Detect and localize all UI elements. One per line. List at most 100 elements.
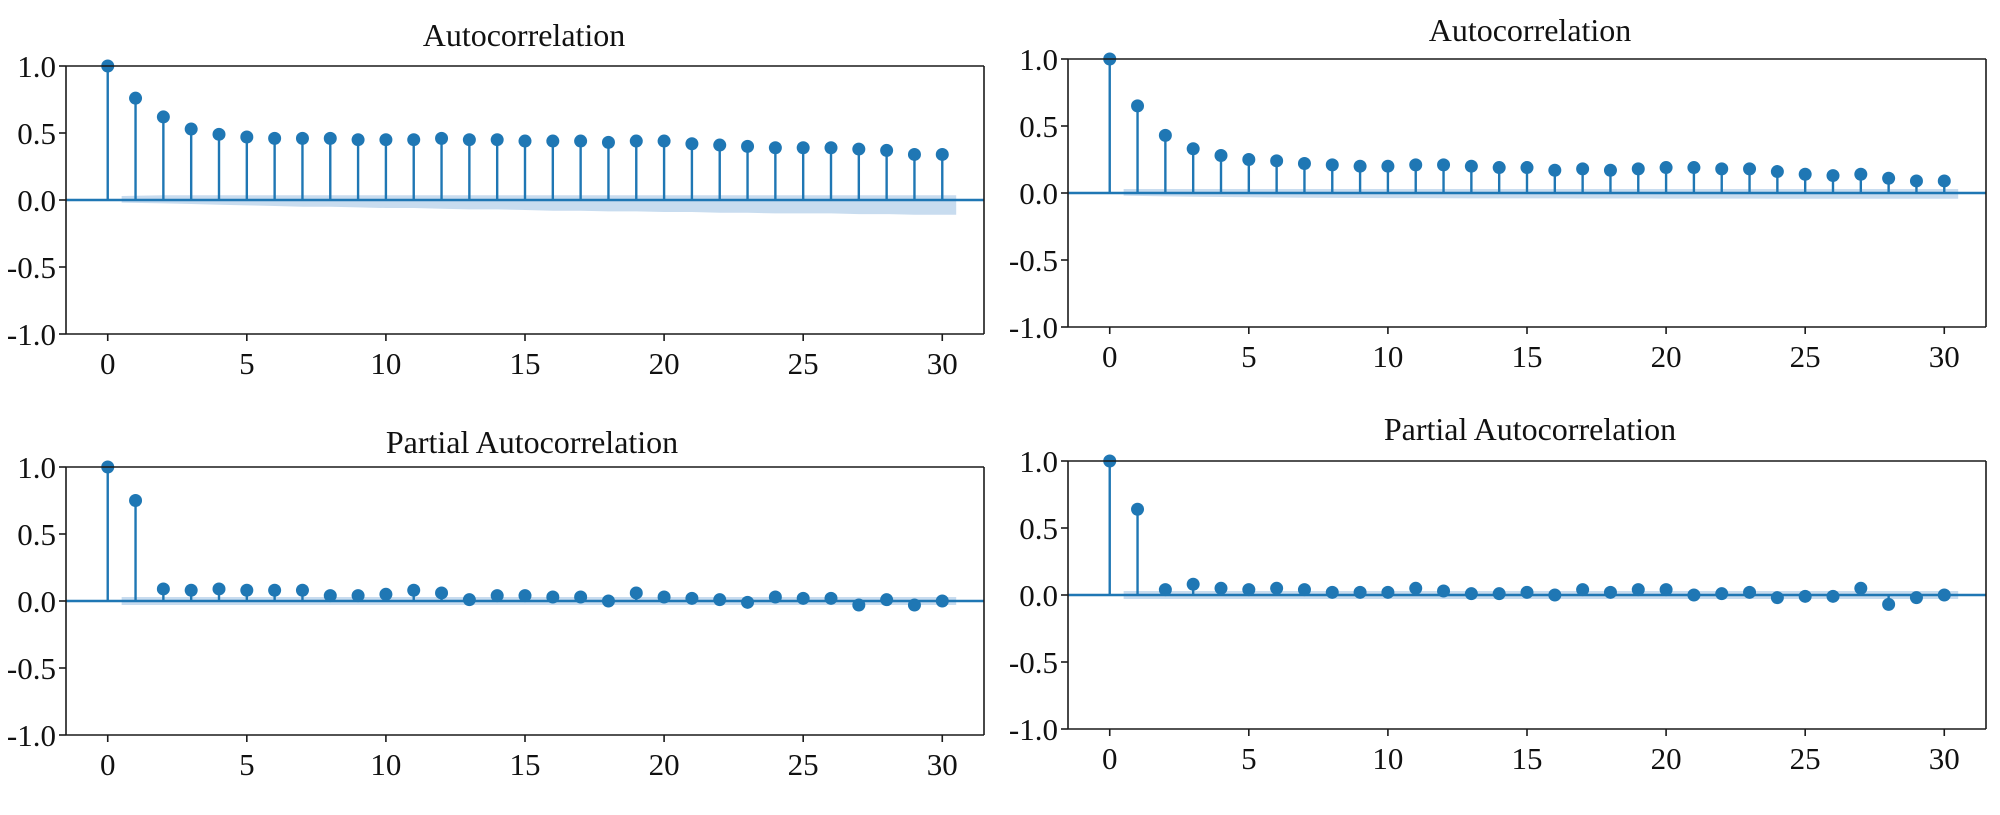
stem-marker bbox=[1659, 583, 1673, 597]
stem-marker bbox=[435, 131, 449, 145]
stem-marker bbox=[1409, 581, 1423, 595]
stem-marker bbox=[212, 127, 226, 141]
stem-marker bbox=[407, 133, 421, 147]
stem-marker bbox=[212, 582, 226, 596]
stem-marker bbox=[1854, 167, 1868, 181]
x-tick-label: 15 bbox=[1512, 741, 1543, 776]
stem-marker bbox=[129, 494, 143, 507]
y-tick-label: 0.0 bbox=[1019, 578, 1058, 613]
y-tick-label: 0.0 bbox=[17, 584, 56, 619]
stem-marker bbox=[880, 593, 894, 607]
x-tick-label: 25 bbox=[788, 346, 819, 381]
stem-marker bbox=[1909, 591, 1923, 605]
stem-marker bbox=[1576, 583, 1590, 597]
stem-marker bbox=[629, 134, 643, 148]
stem-marker bbox=[1214, 581, 1228, 595]
stem-marker bbox=[907, 598, 921, 612]
y-tick-label: 1.0 bbox=[17, 49, 56, 84]
stem-marker bbox=[156, 110, 170, 124]
stem-marker bbox=[546, 134, 560, 148]
x-tick-label: 25 bbox=[1790, 339, 1821, 374]
stem-marker bbox=[601, 135, 615, 149]
x-tick-label: 0 bbox=[1102, 339, 1118, 374]
stem-marker bbox=[1409, 158, 1423, 172]
x-tick-label: 0 bbox=[100, 747, 116, 782]
stem-marker bbox=[1770, 591, 1784, 605]
stem-marker bbox=[1798, 167, 1812, 181]
x-tick-label: 30 bbox=[927, 747, 958, 782]
stem-marker bbox=[1659, 161, 1673, 175]
stem-marker bbox=[1270, 154, 1284, 168]
y-tick-label: 0.5 bbox=[1019, 109, 1058, 144]
panel-title: Partial Autocorrelation bbox=[1384, 411, 1676, 447]
stem-marker bbox=[657, 590, 671, 604]
stem-marker bbox=[1381, 159, 1395, 173]
stem-marker bbox=[156, 582, 170, 596]
stem-marker bbox=[713, 593, 727, 607]
panel-pacf-left: Partial Autocorrelation 1.0 0.5 0.0 -0.5 -1.… bbox=[7, 424, 985, 782]
x-tick-label: 30 bbox=[1929, 741, 1960, 776]
x-tick-label: 5 bbox=[1241, 741, 1257, 776]
stem-marker bbox=[768, 590, 782, 604]
stem-marker bbox=[1353, 159, 1367, 173]
stem-marker bbox=[240, 130, 254, 144]
stem-marker bbox=[379, 587, 393, 601]
x-tick-label: 15 bbox=[510, 346, 541, 381]
stem-marker bbox=[1548, 163, 1562, 177]
stem-marker bbox=[1158, 583, 1172, 597]
stem-marker bbox=[713, 138, 727, 152]
stem-marker bbox=[1492, 587, 1506, 601]
stem-marker bbox=[184, 122, 198, 136]
y-tick-label: 0.5 bbox=[1019, 511, 1058, 546]
stem-marker bbox=[1631, 583, 1645, 597]
stem-marker bbox=[435, 586, 449, 600]
stem-marker bbox=[1743, 162, 1757, 176]
stem-marker bbox=[379, 133, 393, 147]
x-tick-label: 5 bbox=[239, 346, 255, 381]
stem-marker bbox=[768, 141, 782, 155]
x-tick-label: 0 bbox=[1102, 741, 1118, 776]
stem-marker bbox=[1492, 161, 1506, 175]
stem-marker bbox=[1520, 585, 1534, 599]
stem-marker bbox=[824, 141, 838, 155]
y-tick-label: -0.5 bbox=[1009, 645, 1058, 680]
stem-marker bbox=[490, 589, 504, 603]
stem-marker bbox=[601, 594, 615, 608]
stem-marker bbox=[295, 583, 309, 597]
stem-marker bbox=[407, 583, 421, 597]
stem-marker bbox=[1603, 585, 1617, 599]
panel-acf-right: Autocorrelation 1.0 0.5 0.0 -0.5 -1.0 0 5 10 15 2… bbox=[1009, 12, 1987, 374]
stem-marker bbox=[741, 139, 755, 153]
stem-marker bbox=[796, 141, 810, 155]
stem-marker bbox=[685, 591, 699, 605]
x-tick-label: 20 bbox=[1651, 339, 1682, 374]
stem-marker bbox=[1770, 165, 1784, 179]
y-tick-label: 0.5 bbox=[17, 517, 56, 552]
stem-marker bbox=[741, 595, 755, 609]
panel-title: Autocorrelation bbox=[423, 17, 626, 53]
y-tick-label: -1.0 bbox=[1009, 712, 1058, 747]
x-tick-label: 30 bbox=[1929, 339, 1960, 374]
y-tick-label: 0.0 bbox=[17, 183, 56, 218]
stem-marker bbox=[518, 589, 532, 603]
stem-marker bbox=[907, 147, 921, 161]
stem-marker bbox=[462, 593, 476, 607]
stem-marker bbox=[1715, 162, 1729, 176]
stem-marker bbox=[1158, 128, 1172, 142]
y-tick-label: 1.0 bbox=[1019, 444, 1058, 479]
stem-marker bbox=[1464, 587, 1478, 601]
x-tick-label: 20 bbox=[649, 346, 680, 381]
stem-marker bbox=[1909, 174, 1923, 188]
y-tick-label: -0.5 bbox=[7, 250, 56, 285]
panel-pacf-right: Partial Autocorrelation 1.0 0.5 0.0 -0.5 -1.… bbox=[1009, 411, 1987, 776]
x-tick-label: 5 bbox=[239, 747, 255, 782]
stem-marker bbox=[1603, 163, 1617, 177]
stem-marker bbox=[1297, 583, 1311, 597]
x-tick-label: 25 bbox=[1790, 741, 1821, 776]
stem-marker bbox=[1743, 585, 1757, 599]
stem-marker bbox=[824, 591, 838, 605]
stem-marker bbox=[323, 589, 337, 603]
stem-marker bbox=[268, 583, 282, 597]
stem-marker bbox=[1464, 159, 1478, 173]
